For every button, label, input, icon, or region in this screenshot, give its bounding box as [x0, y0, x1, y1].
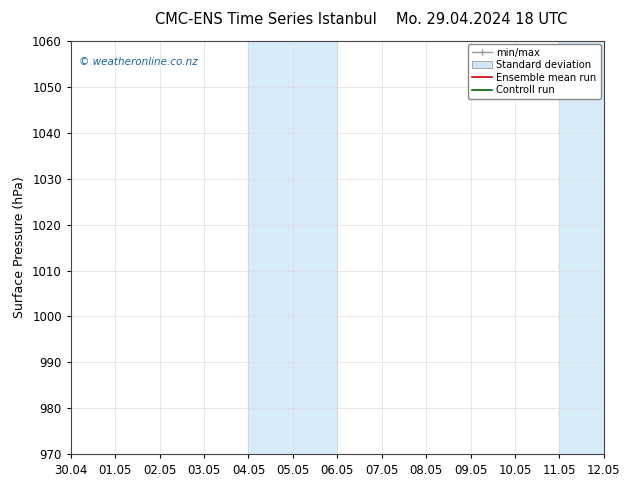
Text: CMC-ENS Time Series Istanbul: CMC-ENS Time Series Istanbul [155, 12, 377, 27]
Text: Mo. 29.04.2024 18 UTC: Mo. 29.04.2024 18 UTC [396, 12, 567, 27]
Text: © weatheronline.co.nz: © weatheronline.co.nz [79, 57, 198, 67]
Bar [249, 41, 337, 454]
Y-axis label: Surface Pressure (hPa): Surface Pressure (hPa) [13, 176, 27, 318]
Legend: min/max, Standard deviation, Ensemble mean run, Controll run: min/max, Standard deviation, Ensemble me… [469, 44, 601, 99]
Bar [559, 41, 634, 454]
